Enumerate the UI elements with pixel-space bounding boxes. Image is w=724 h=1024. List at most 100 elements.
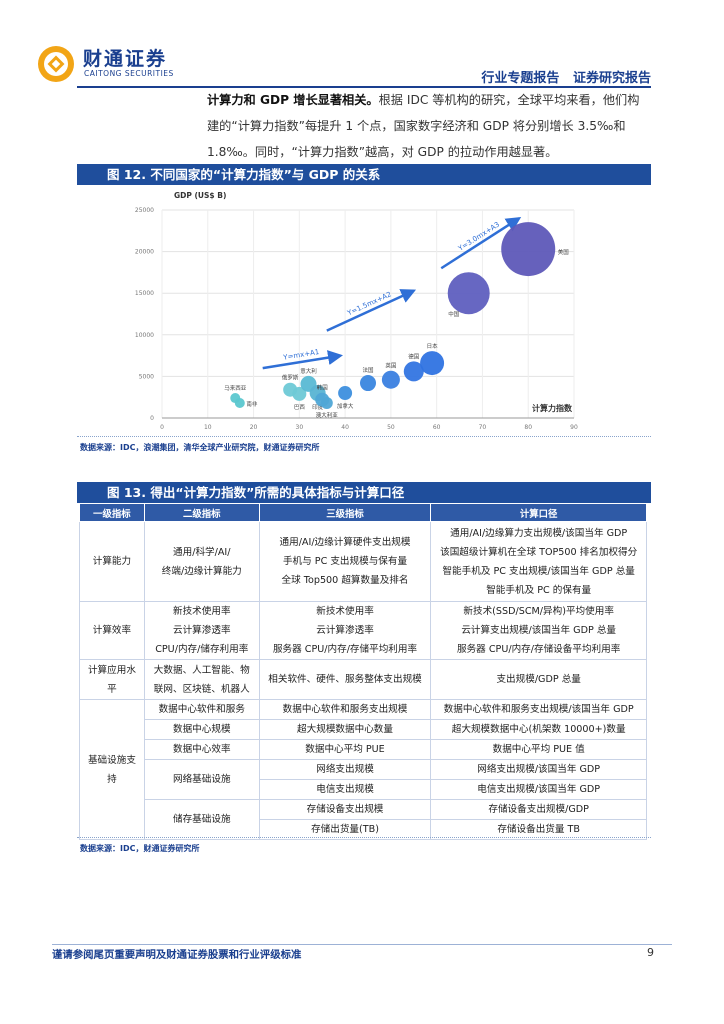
point-label: 德国 [408,352,420,360]
table-cell: 数据中心软件和服务 [143,699,260,720]
figure13-divider [77,837,651,838]
table-row: 数据中心规模 超大规模数据中心数量 超大规模数据中心(机架数 10000+)数量 [80,719,647,740]
table-cell: 数据中心规模 [143,719,260,740]
y-tick-label: 25000 [135,207,154,214]
table-cell: 数据中心软件和服务支出规模 [258,699,432,720]
table-cell: 新技术使用率 云计算渗透率 CPU/内存/储存利用率 [143,601,260,660]
table-cell: 网络支出规模 [258,759,432,780]
table-cell: 计算应用水 平 [79,659,145,700]
footer-divider [52,944,672,945]
x-tick-label: 0 [160,424,164,431]
data-point [403,361,424,382]
table-cell: 相关软件、硬件、服务整体支出规模 [258,659,432,700]
point-label: 澳大利亚 [316,411,339,419]
x-tick-label: 10 [204,424,212,431]
table-cell: 新技术使用率 云计算渗透率 服务器 CPU/内存/存储平均利用率 [258,601,432,660]
table-cell: 数据中心效率 [143,739,260,760]
intro-lead: 计算力和 GDP 增长显著相关。 [207,93,379,107]
cell-line: 智能手机及 PC 支出规模/该国当年 GDP 总量 [442,565,635,577]
point-label: 南非 [246,400,258,408]
point-label: 意大利 [300,367,317,375]
brand-name-en: CAITONG SECURITIES [84,69,174,78]
figure12-source: 数据来源：IDC，浪潮集团，清华全球产业研究院，财通证券研究所 [80,443,320,452]
footer-disclaimer: 谨请参阅尾页重要声明及财通证券股票和行业评级标准 [52,949,302,961]
point-label: 法国 [362,366,374,374]
table-cell: 通用/AI/边缘算力支出规模/该国当年 GDP 该国超级计算机在全球 TOP50… [430,521,647,602]
table-row: 计算效率 新技术使用率 云计算渗透率 CPU/内存/储存利用率 新技术使用率 云… [79,601,647,660]
table-cell: 支出规模/GDP 总量 [430,659,647,700]
cell-line: 手机与 PC 支出规模与保有量 [282,556,408,567]
cell-line: 该国超级计算机在全球 TOP500 排名加权得分 [440,546,638,558]
cell-line: 终端/边缘计算能力 [161,565,242,577]
table-cell: 通用/AI/边缘计算硬件支出规模 手机与 PC 支出规模与保有量 全球 Top5… [258,521,432,602]
cell-line: 持 [107,773,117,785]
table-cell: 数据中心平均 PUE [258,739,432,760]
header-divider [77,86,651,88]
table-cell: 计算能力 [79,521,145,602]
cell-line: 云计算渗透率 [316,625,374,636]
indicator-table: 一级指标 二级指标 三级指标 计算口径 计算能力 通用/科学/AI/ 终端/边缘… [79,503,647,840]
cell-line: 平 [107,683,117,695]
table-cell: 电信支出规模/该国当年 GDP [430,779,647,800]
data-point [420,351,445,376]
cell-line: 通用/AI/边缘计算硬件支出规模 [279,537,411,548]
report-type: 行业专题报告 证券研究报告 [481,71,651,86]
trend-arrow [262,350,344,370]
cell-line: 基础设施支 [87,754,136,766]
point-label: 马来西亚 [224,384,247,392]
y-tick-label: 0 [150,415,154,422]
figure12-divider [77,436,651,437]
intro-line2: 建的“计算力指数”每提升 1 个点，国家数字经济和 GDP 将分别增长 3.5‰… [207,119,626,133]
table-cell: 网络基础设施 [143,759,260,800]
cell-line: 服务器 CPU/内存/存储平均利用率 [272,644,418,655]
point-label: 日本 [427,342,439,350]
data-point [338,386,353,401]
cell-line: 通用/AI/边缘算力支出规模/该国当年 GDP [450,527,628,539]
x-tick-label: 90 [570,424,578,431]
y-tick-label: 10000 [135,332,154,339]
table-cell: 数据中心软件和服务支出规模/该国当年 GDP [430,699,647,720]
x-axis-title: 计算力指数 [532,403,573,413]
cell-line: 云计算支出规模/该国当年 GDP 总量 [461,625,617,636]
header-level1: 一级指标 [79,503,145,522]
table-cell: 基础设施支 持 [79,699,145,840]
table-cell: 存储设备支出规模/GDP [430,799,647,820]
cell-line: 服务器 CPU/内存/存储设备平均利用率 [457,644,621,655]
table-row: 网络基础设施 网络支出规模 网络支出规模/该国当年 GDP [80,759,647,800]
table-row: 存储出货量(TB) 存储设备出货量 TB [80,819,647,840]
trend-arrow [326,289,417,332]
cell-line: 全球 Top500 超算数量及排名 [281,575,409,586]
table-header-row: 一级指标 二级指标 三级指标 计算口径 [79,503,647,522]
figure13-title: 图 13. 得出“计算力指数”所需的具体指标与计算口径 [77,482,651,503]
x-tick-label: 30 [296,424,304,431]
data-point [292,386,307,401]
table-cell: 存储设备支出规模 [258,799,432,820]
intro-line3: 1.8‰。同时，“计算力指数”越高，对 GDP 的拉动作用越显著。 [207,145,558,159]
cell-line: 联网、区块链、机器人 [153,683,250,695]
y-tick-label: 5000 [139,373,154,380]
point-label: 美国 [558,248,570,256]
y-tick-label: 15000 [135,290,154,297]
intro-line1: 根据 IDC 等机构的研究，全球平均来看，他们构 [378,93,640,107]
table-cell: 存储出货量(TB) [258,819,432,840]
trend-arrow [440,216,522,270]
x-tick-label: 40 [341,424,349,431]
figure13-source: 数据来源：IDC，财通证券研究所 [80,844,200,853]
table-cell: 电信支出规模 [258,779,432,800]
table-cell: 通用/科学/AI/ 终端/边缘计算能力 [143,521,260,602]
table-cell: 数据中心平均 PUE 值 [430,739,647,760]
table-row: 储存基础设施 存储设备支出规模 存储设备支出规模/GDP [80,799,647,840]
x-tick-label: 50 [387,424,395,431]
y-axis-title: GDP (US$ B) [174,191,226,200]
header-calc: 计算口径 [430,503,647,522]
point-label: 韩国 [317,384,329,392]
table-cell: 超大规模数据中心数量 [258,719,432,740]
table-cell: 大数据、人工智能、物 联网、区块链、机器人 [143,659,260,700]
x-tick-label: 80 [524,424,532,431]
x-tick-label: 60 [433,424,441,431]
header-level2: 二级指标 [143,503,260,522]
cell-line: 新技术(SSD/SCM/异构)平均使用率 [463,606,614,617]
table-cell: 新技术(SSD/SCM/异构)平均使用率 云计算支出规模/该国当年 GDP 总量… [430,601,647,660]
data-point [320,397,333,410]
y-tick-label: 20000 [135,249,154,256]
